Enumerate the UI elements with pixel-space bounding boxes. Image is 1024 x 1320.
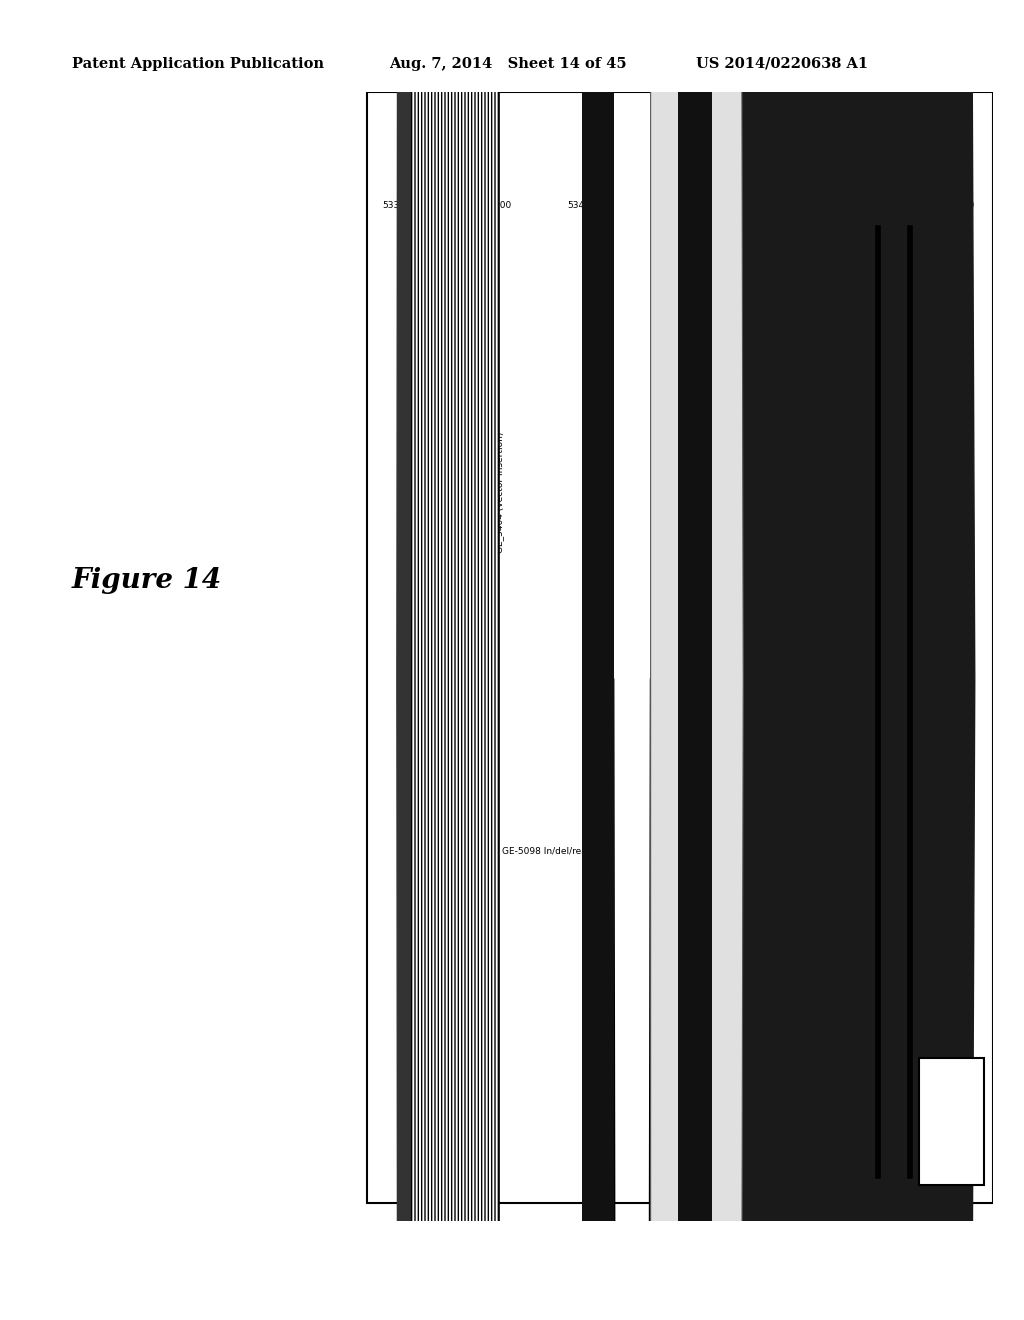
- Text: Patent Application Publication: Patent Application Publication: [72, 57, 324, 71]
- FancyArrow shape: [397, 0, 410, 1320]
- Text: US 2014/0220638 A1: US 2014/0220638 A1: [696, 57, 868, 71]
- Bar: [920, 1059, 984, 1185]
- Text: GE-5098 In/del/rearr: GE-5098 In/del/rearr: [503, 846, 595, 855]
- Text: GE-4906 (Insertion): GE-4906 (Insertion): [819, 465, 828, 553]
- FancyArrow shape: [716, 0, 975, 1320]
- Text: GE-4927 (1bp deletion): GE-4927 (1bp deletion): [888, 447, 897, 553]
- Text: Aug. 7, 2014   Sheet 14 of 45: Aug. 7, 2014 Sheet 14 of 45: [389, 57, 627, 71]
- Text: 534,500: 534,500: [659, 201, 697, 210]
- Text: Figure 14: Figure 14: [72, 568, 222, 594]
- Text: 533,000: 533,000: [382, 201, 419, 210]
- Text: GE-5491 (1bp deletion): GE-5491 (1bp deletion): [773, 447, 782, 553]
- Text: 535,000: 535,000: [753, 201, 790, 210]
- Bar: [582, 0, 613, 1320]
- FancyArrow shape: [650, 0, 743, 1320]
- Text: 534,000: 534,000: [567, 201, 604, 210]
- Text: 536,000: 536,000: [938, 201, 975, 210]
- Bar: [679, 0, 712, 1320]
- Text: 533,500: 533,500: [474, 201, 512, 210]
- Text: Myb-like DNA-binding domain: Myb-like DNA-binding domain: [597, 418, 606, 553]
- Text: GE_5404 (vector insertion): GE_5404 (vector insertion): [495, 432, 504, 553]
- Bar: [410, 0, 499, 1320]
- Text: 535,500: 535,500: [845, 201, 883, 210]
- Text: Pfam00249: Pfam00249: [688, 502, 696, 553]
